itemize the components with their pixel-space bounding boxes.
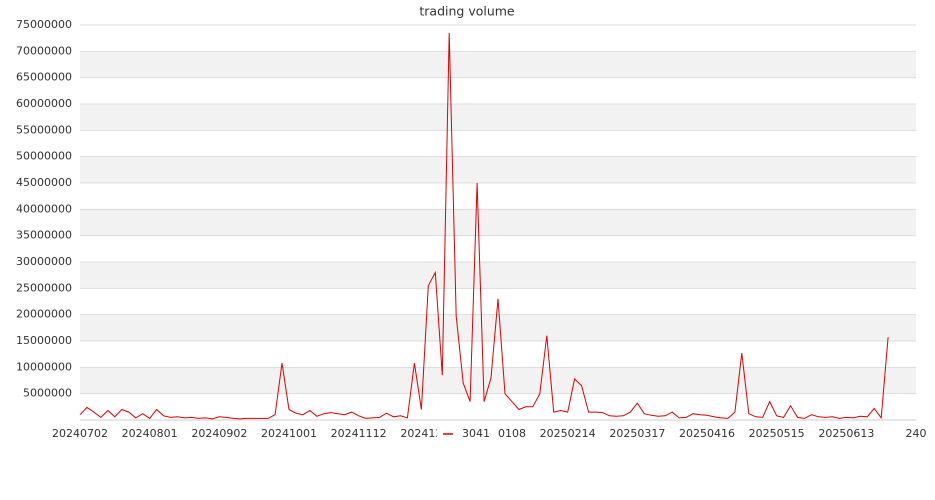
y-tick-label: 45000000 [16, 176, 72, 189]
x-tick-label: 20250613 [818, 427, 874, 440]
series-line [79, 32, 889, 420]
grid-band [80, 262, 916, 289]
chart-title: trading volume [419, 4, 515, 19]
x-tick-label: 240 [906, 427, 927, 440]
x-tick-label: 20250416 [679, 427, 735, 440]
legend-label: 3041 [462, 427, 490, 440]
x-tick-label: 20240801 [122, 427, 178, 440]
y-tick-label: 50000000 [16, 150, 72, 163]
x-tick-label: 20250214 [540, 427, 596, 440]
x-tick-label: 20241112 [331, 427, 387, 440]
y-tick-label: 5000000 [23, 387, 72, 400]
x-tick-label: 20250515 [749, 427, 805, 440]
x-tick-label: 20240702 [52, 427, 108, 440]
grid-band [80, 51, 916, 78]
x-tick-label: 20240902 [191, 427, 247, 440]
x-tick-label: 20250317 [609, 427, 665, 440]
y-tick-label: 60000000 [16, 97, 72, 110]
grid-band [80, 314, 916, 341]
y-tick-label: 40000000 [16, 202, 72, 215]
y-tick-label: 65000000 [16, 71, 72, 84]
y-tick-label: 35000000 [16, 229, 72, 242]
y-tick-label: 20000000 [16, 308, 72, 321]
y-tick-label: 25000000 [16, 281, 72, 294]
grid-band [80, 104, 916, 131]
grid-band [80, 209, 916, 236]
grid-band [80, 367, 916, 394]
y-tick-label: 10000000 [16, 360, 72, 373]
y-tick-label: 15000000 [16, 334, 72, 347]
y-tick-label: 30000000 [16, 255, 72, 268]
x-tick-label: 20241001 [261, 427, 317, 440]
y-tick-label: 75000000 [16, 18, 72, 31]
legend-box [437, 426, 497, 442]
y-tick-label: 55000000 [16, 123, 72, 136]
grid-band [80, 156, 916, 183]
y-tick-label: 70000000 [16, 44, 72, 57]
